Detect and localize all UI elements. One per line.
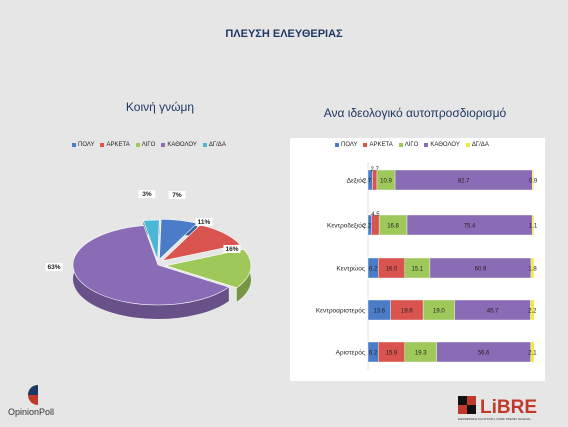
bar-data-label: 45.7: [487, 309, 499, 315]
pie-legend-label: ΔΓ/ΔΑ: [208, 142, 226, 148]
bar-legend-swatch: [465, 143, 470, 147]
pie-legend-label: ΛΙΓΟ: [141, 142, 156, 148]
bar-legend-item: ΑΡΚΕΤΑ: [363, 142, 393, 148]
pie-legend-swatch: [202, 143, 207, 147]
pie-legend: ΠΟΛΥ ΑΡΚΕΤΑ ΛΙΓΟ ΚΑΘΟΛΟΥ ΔΓ/ΔΑ: [72, 142, 226, 148]
pie-chart: 7% 11% 16% 63% 3%: [45, 190, 252, 319]
bar-data-label: 2.2: [528, 309, 537, 315]
bar-legend: ΠΟΛΥ ΑΡΚΕΤΑ ΛΙΓΟ ΚΑΘΟΛΟΥ ΔΓ/ΔΑ: [335, 142, 489, 148]
pie-legend-item: ΔΓ/ΔΑ: [202, 142, 226, 148]
pie-legend-swatch: [100, 143, 105, 147]
bar-category-label: Κεντρώος: [336, 265, 365, 273]
bar-legend-item: ΛΙΓΟ: [398, 142, 419, 148]
bar-chart-panel: ΠΟΛΥ ΑΡΚΕΤΑ ΛΙΓΟ ΚΑΘΟΛΟΥ ΔΓ/ΔΑ Δεξιός 2.7 2.7 1…: [290, 138, 545, 381]
pie-data-label: 63%: [47, 264, 60, 271]
bar-data-label: 60.9: [475, 267, 487, 273]
libre-logo: LiBRE ΕΝΗΜΕΡΩΣΗ ΚΑΙ ΑΠΟΨΗ, ΟΠΩΣ ΠΡΕΠΕΙ Ν…: [456, 392, 556, 422]
pie-slice: [164, 249, 252, 289]
pie-data-label: 3%: [142, 191, 152, 198]
pie-legend-label: ΠΟΛΥ: [78, 142, 95, 148]
pie-data-label: 11%: [198, 219, 211, 226]
pie-legend-swatch: [135, 143, 140, 147]
pie-legend-item: ΑΡΚΕΤΑ: [100, 142, 130, 148]
bar-legend-swatch: [398, 143, 403, 147]
bar-data-label: 0.9: [529, 179, 538, 185]
bar-data-label: 56.6: [478, 351, 490, 357]
bar-data-label: 13.6: [373, 309, 385, 315]
pie-legend-item: ΛΙΓΟ: [135, 142, 156, 148]
bar-data-label: 15.1: [412, 267, 424, 273]
bar-legend-label: ΔΓ/ΔΑ: [471, 142, 489, 148]
bar-data-label: 1.1: [529, 224, 538, 230]
bar-data-label: 75.4: [464, 224, 476, 230]
bar-data-label: 10.9: [380, 179, 392, 185]
pie-data-label-bg: [168, 191, 186, 199]
opinionpoll-logo-mark-icon: [28, 385, 48, 405]
bar-legend-label: ΛΙΓΟ: [404, 142, 419, 148]
pie-data-label: 7%: [172, 192, 182, 199]
bar-category-label: Κεντροδεξιός: [327, 222, 365, 230]
bar-segment: [372, 169, 378, 191]
bar-legend-item: ΠΟΛΥ: [335, 142, 357, 148]
pie-chart-title: Κοινή γνώμη: [125, 100, 195, 114]
bar-category-label: Δεξιός: [347, 177, 365, 185]
bar-data-label: 19.6: [401, 309, 413, 315]
opinionpoll-logo-text: OpinionPoll: [8, 407, 55, 417]
libre-logo-text: LiBRE: [480, 397, 537, 418]
bar-data-label: 6.2: [369, 351, 378, 357]
pie-legend-item: ΠΟΛΥ: [72, 142, 94, 148]
pie-data-label-bg: [223, 245, 241, 253]
bar-data-label: 19.0: [433, 309, 445, 315]
page-title: ΠΛΕΥΣΗ ΕΛΕΥΘΕΡΙΑΣ: [225, 28, 343, 40]
bar-legend-swatch: [363, 143, 368, 147]
bar-data-label: 2.1: [528, 351, 537, 357]
libre-logo-tagline: ΕΝΗΜΕΡΩΣΗ ΚΑΙ ΑΠΟΨΗ, ΟΠΩΣ ΠΡΕΠΕΙ ΝΑ ΕΙΝΑ…: [458, 417, 533, 421]
bar-chart-title: Ανα ιδεολογικό αυτοπροσδιορισμό: [323, 106, 507, 120]
bar-data-label: 15.9: [386, 351, 398, 357]
pie-data-label: 16%: [225, 246, 238, 253]
bar-legend-item: ΔΓ/ΔΑ: [465, 142, 489, 148]
bar-segment: [531, 214, 535, 236]
pie-legend-label: ΚΑΘΟΛΟΥ: [167, 142, 197, 148]
pie-data-label-bg: [138, 190, 156, 198]
pie-slice: [142, 219, 160, 261]
bar-data-label: 4.5: [371, 212, 380, 218]
bar-data-label: 82.7: [458, 179, 470, 185]
bar-data-label: 2.7: [371, 167, 380, 173]
bar-legend-item: ΚΑΘΟΛΟΥ: [424, 142, 460, 148]
bar-segment: [371, 214, 380, 236]
pie-legend-item: ΚΑΘΟΛΟΥ: [161, 142, 197, 148]
bar-data-label: 19.3: [415, 351, 427, 357]
bar-legend-label: ΑΡΚΕΤΑ: [369, 142, 393, 148]
bar-legend-swatch: [424, 143, 429, 147]
bar-data-label: 16.8: [387, 224, 399, 230]
bar-legend-label: ΚΑΘΟΛΟΥ: [430, 142, 460, 148]
pie-legend-swatch: [72, 143, 76, 147]
pie-data-label-bg: [195, 218, 213, 226]
pie-data-label-bg: [45, 263, 63, 271]
pie-legend-swatch: [161, 143, 166, 147]
bar-legend-label: ΠΟΛΥ: [341, 142, 358, 148]
bar-segment: [532, 169, 535, 191]
bar-data-label: 2.2: [363, 224, 372, 230]
bar-data-label: 2.7: [363, 179, 372, 185]
bar-legend-swatch: [335, 143, 339, 147]
bar-data-label: 1.8: [528, 267, 537, 273]
pie-legend-label: ΑΡΚΕΤΑ: [106, 142, 130, 148]
bar-segment: [530, 299, 535, 321]
bar-category-label: Αριστερός: [336, 349, 365, 357]
pie-slice: [72, 225, 230, 306]
bar-segment: [530, 257, 535, 279]
bar-category-label: Κεντροαριστερός: [316, 307, 365, 315]
bar-data-label: 16.0: [386, 267, 398, 273]
bar-segment: [530, 341, 535, 363]
libre-logo-mark-icon: [458, 396, 476, 414]
opinionpoll-logo: [8, 382, 78, 422]
bar-data-label: 6.2: [369, 267, 378, 273]
